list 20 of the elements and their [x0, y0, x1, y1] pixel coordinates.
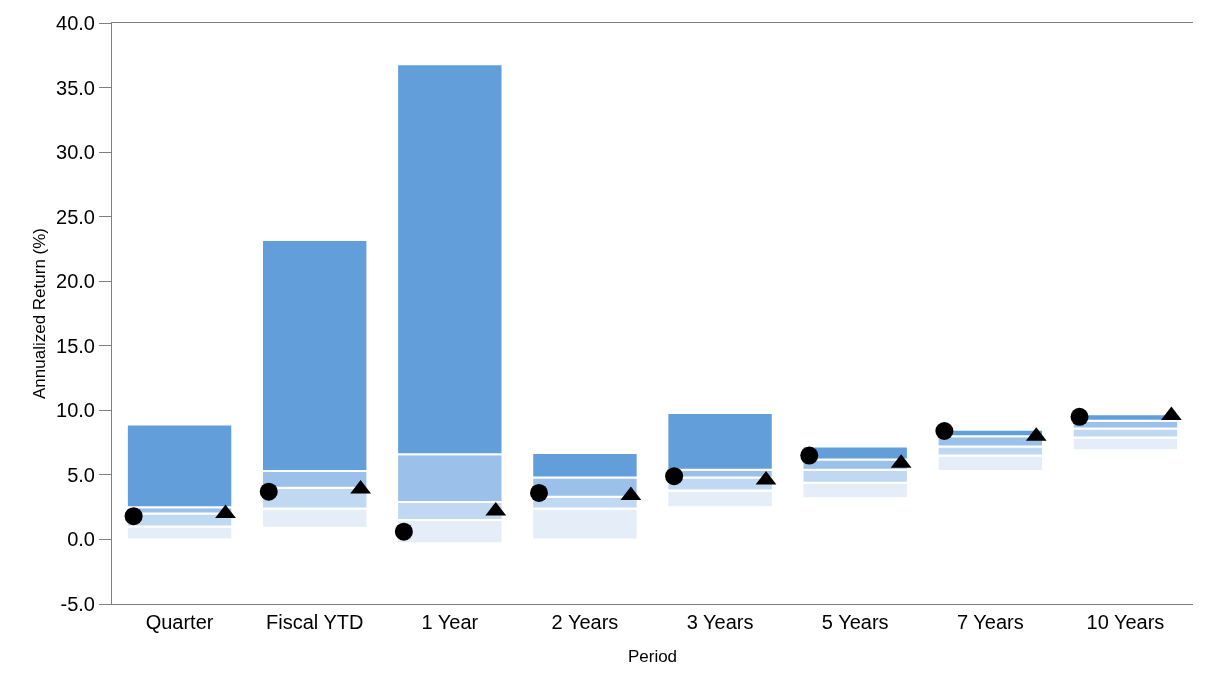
x-tick-label: 10 Years: [1086, 611, 1165, 633]
x-tick-label: 5 Years: [821, 611, 889, 633]
x-axis-title: Period: [627, 647, 678, 667]
x-tick-label: 3 Years: [686, 611, 754, 633]
y-tick-label: 25.0: [56, 205, 95, 228]
x-tick-label: 2 Years: [551, 611, 619, 633]
x-tick-label: Fiscal YTD: [265, 611, 364, 633]
y-tick-label: 40.0: [56, 12, 95, 34]
x-tick-label: 1 Year: [421, 611, 479, 633]
y-tick-label: 15.0: [56, 334, 95, 357]
y-tick-label: 30.0: [56, 141, 95, 164]
y-tick-label: -5.0: [60, 593, 95, 615]
x-tick-label: Quarter: [145, 611, 214, 633]
y-tick-label: 35.0: [56, 76, 95, 99]
y-tick-label: 0.0: [67, 528, 95, 551]
x-tick-label: 7 Years: [956, 611, 1024, 633]
y-tick-label: 5.0: [67, 463, 95, 486]
y-axis-title: Annualized Return (%): [29, 227, 49, 400]
y-tick-label: 20.0: [56, 270, 95, 293]
y-tick-label: 10.0: [56, 399, 95, 422]
